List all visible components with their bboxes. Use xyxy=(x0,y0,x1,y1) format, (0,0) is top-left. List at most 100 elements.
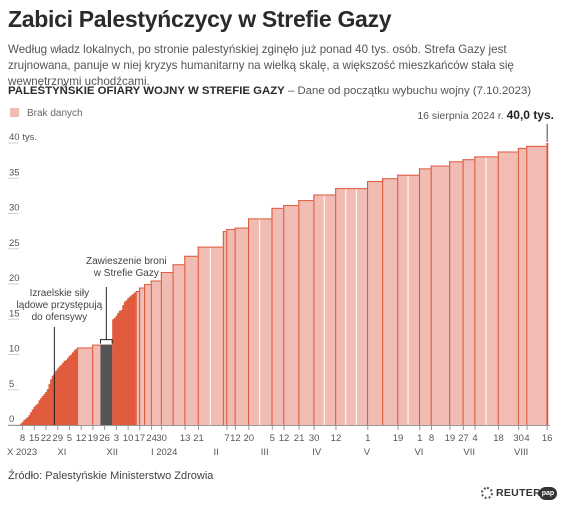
no-data-bar xyxy=(283,205,299,425)
data-bar xyxy=(36,403,39,425)
data-bar xyxy=(38,400,41,425)
data-bar xyxy=(43,393,46,425)
data-bar xyxy=(65,360,68,425)
x-tick-label: 13 xyxy=(180,433,191,444)
x-tick-label: 17 xyxy=(135,433,146,444)
annotation-ground-offensive: Izraelskie siły xyxy=(30,288,89,299)
x-tick-label: 20 xyxy=(244,433,255,444)
x-tick-label: 27 xyxy=(458,433,469,444)
no-data-bar xyxy=(430,165,450,425)
x-tick-label: 21 xyxy=(193,433,204,444)
last-value-number: 40,0 tys. xyxy=(507,108,554,122)
x-tick-label: 19 xyxy=(445,433,456,444)
data-bar xyxy=(418,168,421,425)
no-data-bar xyxy=(184,255,198,425)
data-bar xyxy=(298,200,300,425)
chart-heading-bold: PALESTYŃSKIE OFIARY WOJNY W STREFIE GAZY xyxy=(8,85,285,97)
x-tick-label: 12 xyxy=(331,433,342,444)
x-tick-label: 12 xyxy=(76,433,87,444)
data-bar xyxy=(51,375,54,425)
data-bar xyxy=(75,348,78,425)
data-bar xyxy=(92,344,94,425)
legend-no-data-label: Brak danych xyxy=(27,108,83,119)
data-bar xyxy=(397,174,399,425)
data-bar xyxy=(70,354,73,425)
data-bar xyxy=(546,143,549,425)
data-bar xyxy=(68,355,71,425)
no-data-bar xyxy=(366,181,383,425)
no-data-bar xyxy=(271,207,284,425)
data-bar xyxy=(21,422,24,425)
chart-legend: Brak danych xyxy=(10,108,83,119)
x-month-label: XI xyxy=(57,447,66,458)
x-month-label: III xyxy=(261,447,269,458)
x-tick-label: 12 xyxy=(279,433,290,444)
data-bar xyxy=(133,292,136,425)
no-data-bar xyxy=(462,159,475,425)
x-tick-label: 19 xyxy=(88,433,99,444)
data-bar xyxy=(26,417,29,425)
x-month-label: V xyxy=(364,447,371,458)
no-data-bar xyxy=(298,200,314,425)
ceasefire-bar xyxy=(100,344,113,425)
data-bar xyxy=(130,295,133,425)
data-bar xyxy=(31,409,34,425)
data-bar xyxy=(35,405,38,425)
data-bar xyxy=(144,284,146,425)
data-bar xyxy=(20,423,22,425)
ceasefire-bracket xyxy=(99,339,113,344)
x-tick-label: 16 xyxy=(542,433,553,444)
x-tick-label: 24 xyxy=(146,433,157,444)
data-bar xyxy=(222,231,224,425)
data-bar xyxy=(112,319,115,425)
data-bar xyxy=(234,227,236,425)
data-bar xyxy=(430,165,432,425)
data-bar xyxy=(226,229,228,425)
x-tick-label: 26 xyxy=(99,433,110,444)
x-tick-label: 10 xyxy=(123,433,134,444)
data-bar xyxy=(497,151,499,425)
data-bar xyxy=(247,218,250,425)
data-bar xyxy=(335,188,337,425)
no-data-bar xyxy=(76,347,93,425)
data-bar xyxy=(23,420,26,425)
data-bar xyxy=(366,181,369,425)
x-tick-label: 7 xyxy=(224,433,229,444)
x-tick-label: 19 xyxy=(393,433,404,444)
y-tick-label: 35 xyxy=(9,167,20,178)
legend-no-data-swatch xyxy=(10,108,19,117)
x-tick-label: 4 xyxy=(472,433,477,444)
x-month-label: XII xyxy=(106,447,118,458)
data-bar xyxy=(462,159,464,425)
data-bar xyxy=(139,287,141,425)
data-bar xyxy=(135,291,137,425)
data-bar xyxy=(526,145,528,425)
no-data-bar xyxy=(517,147,527,425)
x-tick-label: 12 xyxy=(230,433,241,444)
annotation-ceasefire: w Strefie Gazy xyxy=(93,268,159,279)
data-bar xyxy=(517,147,519,425)
data-bar xyxy=(122,305,125,425)
x-tick-label: 1 xyxy=(365,433,370,444)
data-bar xyxy=(125,300,128,425)
data-bar xyxy=(33,406,36,425)
annotation-ground-offensive: do ofensywy xyxy=(32,312,88,323)
data-bar xyxy=(160,272,162,425)
data-bar xyxy=(197,246,199,425)
data-bar xyxy=(48,384,51,425)
x-tick-label: 3 xyxy=(114,433,119,444)
chart-heading-rest: – Dane od początku wybuchu wojny (7.10.2… xyxy=(284,85,532,97)
data-bar xyxy=(150,280,152,425)
page-subtitle: Według władz lokalnych, po stronie pales… xyxy=(8,43,514,88)
data-bar xyxy=(120,310,123,425)
data-bar xyxy=(123,301,126,425)
no-data-bar xyxy=(226,229,235,425)
data-bar xyxy=(449,161,451,425)
reuters-logo: REUTERS xyxy=(481,487,548,499)
y-tick-label: 0 xyxy=(9,414,14,425)
no-data-bar xyxy=(150,280,161,425)
reuters-wordmark: REUTERS xyxy=(496,487,549,499)
data-bar xyxy=(30,412,33,425)
data-bar xyxy=(184,255,186,425)
